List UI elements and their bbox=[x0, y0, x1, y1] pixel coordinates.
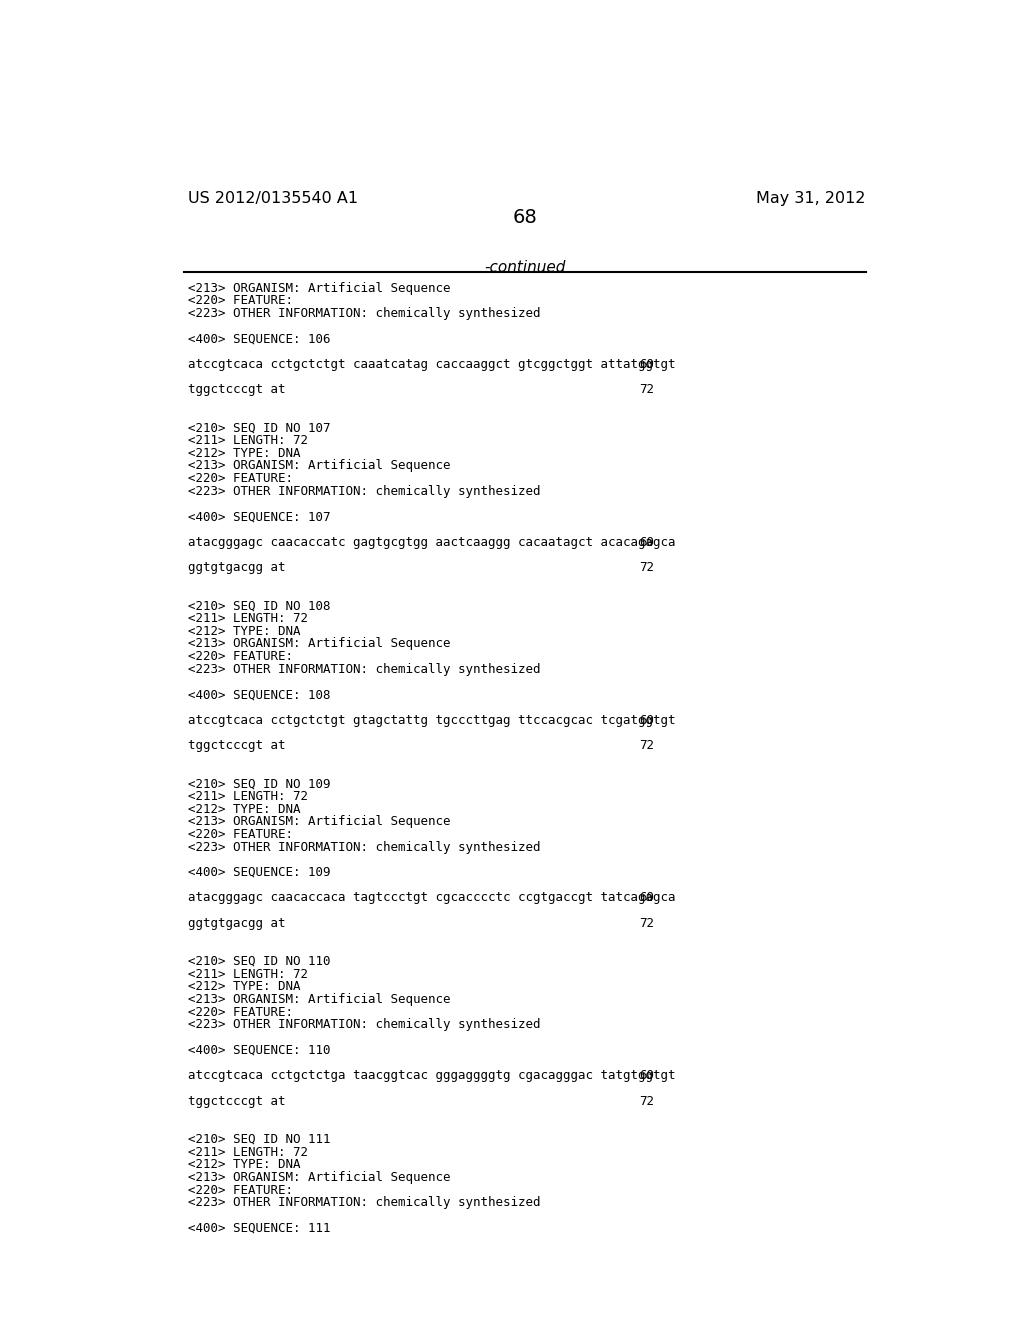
Text: <210> SEQ ID NO 107: <210> SEQ ID NO 107 bbox=[188, 421, 331, 434]
Text: 60: 60 bbox=[640, 714, 654, 726]
Text: <212> TYPE: DNA: <212> TYPE: DNA bbox=[188, 803, 301, 816]
Text: <212> TYPE: DNA: <212> TYPE: DNA bbox=[188, 981, 301, 994]
Text: <211> LENGTH: 72: <211> LENGTH: 72 bbox=[188, 434, 308, 447]
Text: 72: 72 bbox=[640, 917, 654, 929]
Text: 60: 60 bbox=[640, 891, 654, 904]
Text: <223> OTHER INFORMATION: chemically synthesized: <223> OTHER INFORMATION: chemically synt… bbox=[188, 663, 541, 676]
Text: 72: 72 bbox=[640, 739, 654, 752]
Text: <212> TYPE: DNA: <212> TYPE: DNA bbox=[188, 1158, 301, 1171]
Text: <223> OTHER INFORMATION: chemically synthesized: <223> OTHER INFORMATION: chemically synt… bbox=[188, 841, 541, 854]
Text: ggtgtgacgg at: ggtgtgacgg at bbox=[188, 561, 286, 574]
Text: 60: 60 bbox=[640, 536, 654, 549]
Text: <211> LENGTH: 72: <211> LENGTH: 72 bbox=[188, 789, 308, 803]
Text: <400> SEQUENCE: 108: <400> SEQUENCE: 108 bbox=[188, 688, 331, 701]
Text: 72: 72 bbox=[640, 561, 654, 574]
Text: <213> ORGANISM: Artificial Sequence: <213> ORGANISM: Artificial Sequence bbox=[188, 1171, 451, 1184]
Text: <223> OTHER INFORMATION: chemically synthesized: <223> OTHER INFORMATION: chemically synt… bbox=[188, 484, 541, 498]
Text: <212> TYPE: DNA: <212> TYPE: DNA bbox=[188, 446, 301, 459]
Text: <210> SEQ ID NO 109: <210> SEQ ID NO 109 bbox=[188, 777, 331, 791]
Text: <213> ORGANISM: Artificial Sequence: <213> ORGANISM: Artificial Sequence bbox=[188, 281, 451, 294]
Text: <211> LENGTH: 72: <211> LENGTH: 72 bbox=[188, 1146, 308, 1159]
Text: 72: 72 bbox=[640, 383, 654, 396]
Text: <220> FEATURE:: <220> FEATURE: bbox=[188, 294, 294, 308]
Text: atacgggagc caacaccaca tagtccctgt cgcacccctc ccgtgaccgt tatcagagca: atacgggagc caacaccaca tagtccctgt cgcaccc… bbox=[188, 891, 676, 904]
Text: <213> ORGANISM: Artificial Sequence: <213> ORGANISM: Artificial Sequence bbox=[188, 993, 451, 1006]
Text: <223> OTHER INFORMATION: chemically synthesized: <223> OTHER INFORMATION: chemically synt… bbox=[188, 1019, 541, 1031]
Text: May 31, 2012: May 31, 2012 bbox=[757, 191, 866, 206]
Text: <220> FEATURE:: <220> FEATURE: bbox=[188, 828, 294, 841]
Text: <213> ORGANISM: Artificial Sequence: <213> ORGANISM: Artificial Sequence bbox=[188, 816, 451, 828]
Text: <220> FEATURE:: <220> FEATURE: bbox=[188, 1184, 294, 1197]
Text: <210> SEQ ID NO 108: <210> SEQ ID NO 108 bbox=[188, 599, 331, 612]
Text: <211> LENGTH: 72: <211> LENGTH: 72 bbox=[188, 968, 308, 981]
Text: <210> SEQ ID NO 111: <210> SEQ ID NO 111 bbox=[188, 1133, 331, 1146]
Text: 72: 72 bbox=[640, 1094, 654, 1107]
Text: <213> ORGANISM: Artificial Sequence: <213> ORGANISM: Artificial Sequence bbox=[188, 459, 451, 473]
Text: <220> FEATURE:: <220> FEATURE: bbox=[188, 649, 294, 663]
Text: <210> SEQ ID NO 110: <210> SEQ ID NO 110 bbox=[188, 954, 331, 968]
Text: <223> OTHER INFORMATION: chemically synthesized: <223> OTHER INFORMATION: chemically synt… bbox=[188, 308, 541, 319]
Text: <212> TYPE: DNA: <212> TYPE: DNA bbox=[188, 624, 301, 638]
Text: US 2012/0135540 A1: US 2012/0135540 A1 bbox=[188, 191, 358, 206]
Text: <400> SEQUENCE: 107: <400> SEQUENCE: 107 bbox=[188, 511, 331, 523]
Text: ggtgtgacgg at: ggtgtgacgg at bbox=[188, 917, 286, 929]
Text: atccgtcaca cctgctctga taacggtcac gggaggggtg cgacagggac tatgtggtgt: atccgtcaca cctgctctga taacggtcac gggaggg… bbox=[188, 1069, 676, 1082]
Text: <400> SEQUENCE: 110: <400> SEQUENCE: 110 bbox=[188, 1044, 331, 1057]
Text: 68: 68 bbox=[512, 209, 538, 227]
Text: tggctcccgt at: tggctcccgt at bbox=[188, 1094, 286, 1107]
Text: <220> FEATURE:: <220> FEATURE: bbox=[188, 473, 294, 486]
Text: <400> SEQUENCE: 109: <400> SEQUENCE: 109 bbox=[188, 866, 331, 879]
Text: <211> LENGTH: 72: <211> LENGTH: 72 bbox=[188, 612, 308, 624]
Text: 60: 60 bbox=[640, 1069, 654, 1082]
Text: atacgggagc caacaccatc gagtgcgtgg aactcaaggg cacaatagct acacagagca: atacgggagc caacaccatc gagtgcgtgg aactcaa… bbox=[188, 536, 676, 549]
Text: <213> ORGANISM: Artificial Sequence: <213> ORGANISM: Artificial Sequence bbox=[188, 638, 451, 651]
Text: -continued: -continued bbox=[484, 260, 565, 275]
Text: <220> FEATURE:: <220> FEATURE: bbox=[188, 1006, 294, 1019]
Text: <400> SEQUENCE: 106: <400> SEQUENCE: 106 bbox=[188, 333, 331, 346]
Text: tggctcccgt at: tggctcccgt at bbox=[188, 383, 286, 396]
Text: atccgtcaca cctgctctgt gtagctattg tgcccttgag ttccacgcac tcgatggtgt: atccgtcaca cctgctctgt gtagctattg tgccctt… bbox=[188, 714, 676, 726]
Text: atccgtcaca cctgctctgt caaatcatag caccaaggct gtcggctggt attatggtgt: atccgtcaca cctgctctgt caaatcatag caccaag… bbox=[188, 358, 676, 371]
Text: 60: 60 bbox=[640, 358, 654, 371]
Text: <400> SEQUENCE: 111: <400> SEQUENCE: 111 bbox=[188, 1222, 331, 1234]
Text: <223> OTHER INFORMATION: chemically synthesized: <223> OTHER INFORMATION: chemically synt… bbox=[188, 1196, 541, 1209]
Text: tggctcccgt at: tggctcccgt at bbox=[188, 739, 286, 752]
